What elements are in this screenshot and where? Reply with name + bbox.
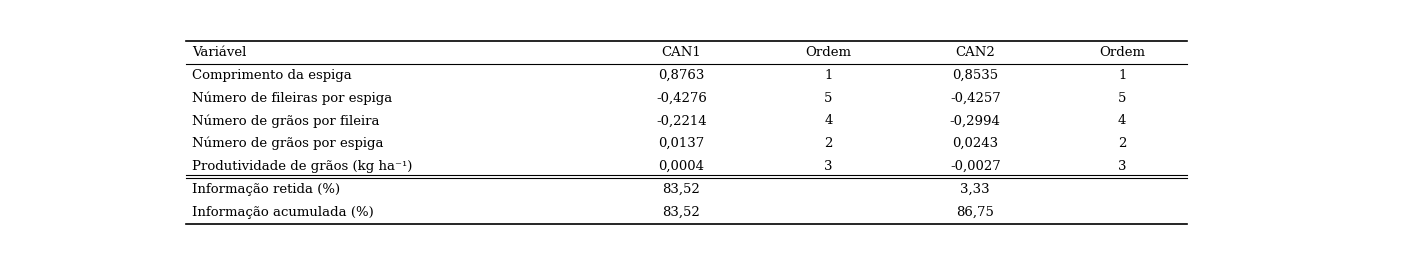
Text: 0,0137: 0,0137: [658, 137, 705, 150]
Text: 0,8763: 0,8763: [658, 69, 705, 82]
Text: 1: 1: [1118, 69, 1126, 82]
Text: 86,75: 86,75: [956, 206, 994, 219]
Text: 3,33: 3,33: [960, 183, 990, 196]
Text: 5: 5: [1118, 92, 1126, 104]
Text: CAN1: CAN1: [661, 46, 702, 59]
Text: Variável: Variável: [192, 46, 246, 59]
Text: Número de grãos por espiga: Número de grãos por espiga: [192, 137, 383, 150]
Text: Número de grãos por fileira: Número de grãos por fileira: [192, 114, 379, 128]
Text: Número de fileiras por espiga: Número de fileiras por espiga: [192, 91, 392, 105]
Text: Produtividade de grãos (kg ha⁻¹): Produtividade de grãos (kg ha⁻¹): [192, 160, 413, 173]
Text: CAN2: CAN2: [955, 46, 995, 59]
Text: 3: 3: [824, 160, 833, 173]
Text: 2: 2: [1118, 137, 1126, 150]
Text: 0,8535: 0,8535: [952, 69, 998, 82]
Text: 83,52: 83,52: [663, 206, 701, 219]
Text: Comprimento da espiga: Comprimento da espiga: [192, 69, 351, 82]
Text: 83,52: 83,52: [663, 183, 701, 196]
Text: 5: 5: [824, 92, 833, 104]
Text: Informação retida (%): Informação retida (%): [192, 183, 340, 196]
Text: 0,0243: 0,0243: [952, 137, 998, 150]
Text: -0,2214: -0,2214: [656, 114, 706, 127]
Text: 1: 1: [824, 69, 833, 82]
Text: 4: 4: [1118, 114, 1126, 127]
Text: 3: 3: [1118, 160, 1126, 173]
Text: Ordem: Ordem: [1099, 46, 1146, 59]
Text: Ordem: Ordem: [806, 46, 851, 59]
Text: -0,0027: -0,0027: [951, 160, 1001, 173]
Text: -0,2994: -0,2994: [951, 114, 1001, 127]
Text: -0,4276: -0,4276: [656, 92, 706, 104]
Text: 4: 4: [824, 114, 833, 127]
Text: Informação acumulada (%): Informação acumulada (%): [192, 206, 373, 219]
Text: 2: 2: [824, 137, 833, 150]
Text: 0,0004: 0,0004: [658, 160, 705, 173]
Text: -0,4257: -0,4257: [951, 92, 1001, 104]
